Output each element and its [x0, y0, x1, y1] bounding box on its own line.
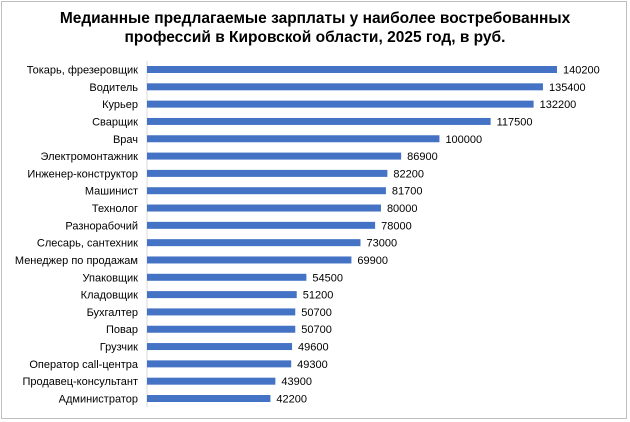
category-label: Менеджер по продажам — [15, 255, 138, 267]
data-label: 82200 — [393, 168, 424, 180]
bar — [147, 256, 352, 264]
chart-title: Медианные предлагаемые зарплаты у наибол… — [0, 9, 630, 47]
bar — [147, 360, 292, 368]
data-label: 69900 — [357, 255, 388, 267]
category-label: Слесарь, сантехник — [37, 238, 138, 250]
bar — [147, 325, 296, 333]
category-label: Бухгалтер — [87, 307, 138, 319]
bar — [147, 100, 534, 108]
category-label: Машинист — [85, 186, 138, 198]
data-label: 50700 — [301, 307, 332, 319]
bar — [147, 273, 307, 281]
data-label: 50700 — [301, 324, 332, 336]
bar — [147, 204, 381, 212]
category-label: Инженер-конструктор — [27, 168, 138, 180]
data-label: 140200 — [563, 65, 600, 77]
category-label: Грузчик — [100, 342, 138, 354]
data-label: 54500 — [312, 272, 343, 284]
category-label: Врач — [113, 134, 138, 146]
bar — [147, 239, 361, 247]
data-label: 135400 — [549, 82, 586, 94]
data-label: 49600 — [298, 342, 329, 354]
category-label: Оператор call-центра — [29, 359, 139, 371]
bar — [147, 395, 271, 402]
bar — [147, 308, 296, 316]
category-label: Курьер — [102, 99, 138, 111]
chart-title-line-2: профессий в Кировской области, 2025 год,… — [124, 29, 506, 46]
category-label: Сварщик — [92, 116, 138, 128]
bar — [147, 187, 386, 195]
category-label: Водитель — [89, 82, 138, 94]
chart-title-line-1: Медианные предлагаемые зарплаты у наибол… — [59, 10, 571, 27]
bar — [147, 169, 388, 177]
category-label: Разнорабочий — [65, 220, 138, 232]
category-label: Упаковщик — [83, 272, 139, 284]
data-label: 132200 — [540, 99, 577, 111]
bar — [147, 291, 297, 299]
category-label: Администратор — [59, 394, 138, 406]
data-label: 100000 — [445, 134, 482, 146]
bar — [147, 221, 376, 229]
data-label: 51200 — [303, 290, 334, 302]
category-label: Токарь, фрезеровщик — [27, 65, 138, 77]
category-label: Кладовщик — [81, 290, 139, 302]
data-label: 117500 — [497, 116, 533, 128]
bar — [147, 377, 276, 385]
category-label: Технолог — [92, 203, 138, 215]
category-label: Продавец-консультант — [22, 376, 138, 388]
data-label: 73000 — [366, 238, 397, 250]
data-label: 49300 — [297, 359, 328, 371]
bar — [147, 152, 402, 160]
bar — [147, 117, 491, 125]
data-label: 78000 — [381, 220, 412, 232]
category-label: Повар — [106, 324, 138, 336]
data-label: 81700 — [392, 186, 423, 198]
bar — [147, 83, 543, 91]
bar — [147, 66, 557, 73]
data-label: 43900 — [281, 376, 312, 388]
bar — [147, 343, 293, 351]
data-label: 80000 — [387, 203, 418, 215]
category-label: Электромонтажник — [41, 151, 139, 163]
bar — [147, 135, 440, 143]
data-label: 42200 — [276, 394, 307, 406]
data-label: 86900 — [407, 151, 438, 163]
